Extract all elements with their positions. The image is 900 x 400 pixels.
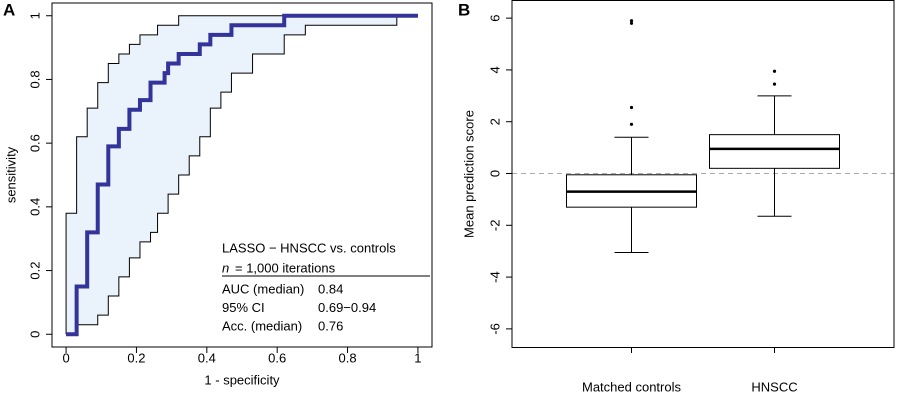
y-tick-label: 0 <box>27 331 42 338</box>
annotation-value: 0.76 <box>318 318 343 333</box>
roc-curve <box>65 15 418 335</box>
annotation-value: 0.69−0.94 <box>318 300 376 315</box>
x-tick-label: 0.8 <box>339 350 357 365</box>
outlier <box>629 21 634 25</box>
outlier <box>629 105 634 110</box>
y-tick-label: 0.8 <box>27 70 42 88</box>
outlier <box>772 69 777 73</box>
outlier <box>772 82 777 86</box>
y-axis-label: Mean prediction score <box>461 110 476 238</box>
y-axis-label: sensitivity <box>3 146 18 203</box>
y-tick-label: 0.6 <box>27 134 42 152</box>
roc-curve <box>66 13 418 337</box>
panel-letter: B <box>458 0 470 19</box>
x-tick-label: Matched controls <box>582 379 681 394</box>
panel-letter: A <box>3 0 15 19</box>
outlier <box>629 19 634 23</box>
outlier <box>629 122 634 126</box>
y-tick-label: -6 <box>487 323 502 335</box>
annotation-label: 95% CI <box>222 300 265 315</box>
annotation-title: LASSO − HNSCC vs. controls <box>222 240 396 255</box>
y-tick-label: 6 <box>487 15 502 22</box>
x-tick-label: HNSCC <box>751 379 797 394</box>
x-tick-label: 1 <box>414 350 421 365</box>
x-tick-label: 0.2 <box>127 350 145 365</box>
x-tick-label: 0 <box>62 350 69 365</box>
annotation-value: 0.84 <box>318 281 343 296</box>
y-tick-label: 0.4 <box>27 198 42 216</box>
y-tick-label: -4 <box>487 271 502 283</box>
box <box>709 134 840 169</box>
y-tick-label: -2 <box>487 220 502 232</box>
annotation-n-text: = 1,000 iterations <box>235 260 336 275</box>
annotation-n: n <box>222 260 229 275</box>
y-tick-label: 4 <box>487 66 502 73</box>
plot-frame <box>51 2 433 348</box>
y-tick-label: 2 <box>487 118 502 125</box>
y-tick-label: 1 <box>27 12 42 19</box>
x-axis-label: 1 - specificity <box>204 372 280 387</box>
x-tick-label: 0.6 <box>268 350 286 365</box>
roc-curve <box>66 15 418 335</box>
y-tick-label: 0 <box>487 170 502 177</box>
x-tick-label: 0.4 <box>198 350 216 365</box>
ci-band <box>66 15 418 335</box>
y-tick-label: 0.2 <box>27 262 42 280</box>
annotation-label: AUC (median) <box>222 281 304 296</box>
annotation-label: Acc. (median) <box>222 318 302 333</box>
